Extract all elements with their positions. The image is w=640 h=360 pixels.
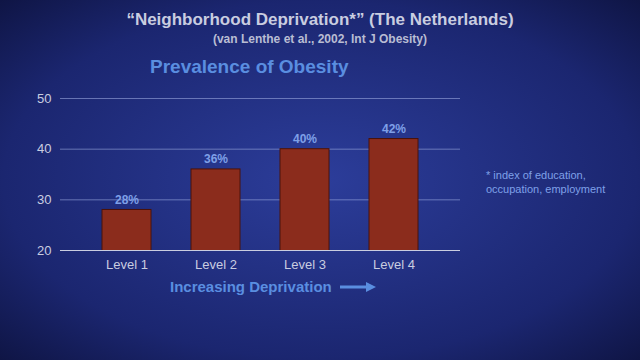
svg-text:30: 30 xyxy=(37,192,51,207)
svg-text:36%: 36% xyxy=(204,152,228,166)
svg-text:Level 2: Level 2 xyxy=(195,257,237,272)
svg-text:40: 40 xyxy=(37,141,51,156)
html-text:“Neighborhood Deprivation*” (T: “Neighborhood Deprivation*” (The Netherl… xyxy=(126,10,514,29)
html-text:Increasing Deprivation: Increasing Deprivation xyxy=(170,278,332,295)
svg-text:40%: 40% xyxy=(293,132,317,146)
svg-text:50: 50 xyxy=(37,91,51,106)
html-text:* index of education, occupati: * index of education, occupation, employ… xyxy=(486,169,606,196)
svg-text:Level 3: Level 3 xyxy=(284,257,326,272)
html-text:(van Lenthe et al., 2002, Int: (van Lenthe et al., 2002, Int J Obesity) xyxy=(213,32,427,46)
svg-text:Level 4: Level 4 xyxy=(373,257,415,272)
svg-text:28%: 28% xyxy=(115,193,139,207)
svg-text:Level 1: Level 1 xyxy=(106,257,148,272)
svg-text:20: 20 xyxy=(37,243,51,258)
html-text:Prevalence of Obesity: Prevalence of Obesity xyxy=(150,56,349,77)
svg-text:42%: 42% xyxy=(382,122,406,136)
